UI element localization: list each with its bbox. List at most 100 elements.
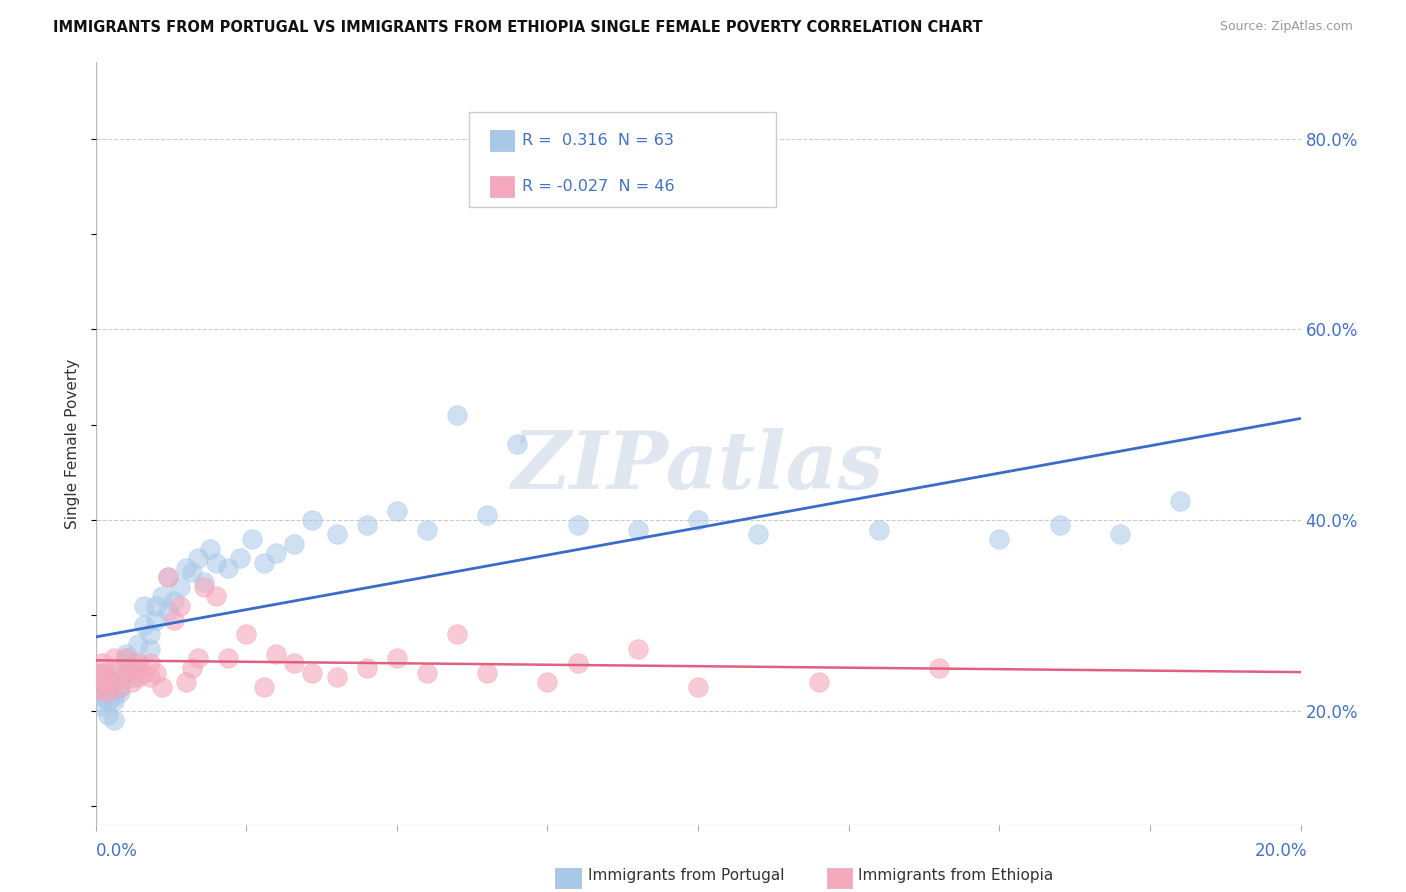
Point: [103, 694, 125, 708]
Point: [97, 670, 120, 684]
Point: [121, 675, 143, 690]
Point: [163, 613, 186, 627]
Point: [139, 656, 162, 670]
Point: [108, 670, 131, 684]
Text: R =  0.316  N = 63: R = 0.316 N = 63: [522, 133, 673, 148]
Point: [86, 675, 108, 690]
Point: [356, 661, 378, 675]
Point: [121, 656, 143, 670]
Point: [446, 408, 468, 422]
Point: [121, 670, 143, 684]
Point: [150, 680, 173, 694]
FancyBboxPatch shape: [489, 129, 513, 151]
Point: [103, 690, 125, 704]
Point: [205, 556, 228, 570]
Point: [193, 574, 215, 589]
Point: [181, 661, 204, 675]
Point: [477, 508, 499, 523]
Point: [114, 665, 136, 680]
Point: [536, 675, 558, 690]
Point: [90, 675, 112, 690]
Point: [97, 680, 120, 694]
Point: [156, 570, 179, 584]
Point: [301, 513, 323, 527]
Point: [163, 594, 186, 608]
Point: [240, 532, 263, 546]
Point: [416, 523, 439, 537]
Point: [114, 651, 136, 665]
Point: [103, 651, 125, 665]
Point: [325, 670, 347, 684]
FancyBboxPatch shape: [489, 176, 513, 197]
Text: Immigrants from Portugal: Immigrants from Portugal: [588, 869, 785, 883]
Point: [97, 684, 120, 698]
Point: [127, 637, 149, 651]
Point: [127, 670, 149, 684]
Point: [198, 541, 221, 556]
Y-axis label: Single Female Poverty: Single Female Poverty: [65, 359, 80, 529]
Text: Source: ZipAtlas.com: Source: ZipAtlas.com: [1219, 20, 1353, 33]
Text: Immigrants from Ethiopia: Immigrants from Ethiopia: [858, 869, 1053, 883]
Point: [145, 613, 167, 627]
Point: [217, 560, 239, 574]
Point: [139, 641, 162, 656]
Point: [132, 665, 155, 680]
Point: [385, 503, 408, 517]
Point: [90, 690, 112, 704]
Point: [205, 590, 228, 604]
Point: [567, 656, 589, 670]
Text: IMMIGRANTS FROM PORTUGAL VS IMMIGRANTS FROM ETHIOPIA SINGLE FEMALE POVERTY CORRE: IMMIGRANTS FROM PORTUGAL VS IMMIGRANTS F…: [53, 20, 983, 35]
Point: [193, 580, 215, 594]
Point: [266, 647, 288, 661]
Point: [446, 627, 468, 641]
Text: R = -0.027  N = 46: R = -0.027 N = 46: [522, 179, 675, 194]
Text: 20.0%: 20.0%: [1256, 842, 1308, 860]
Point: [235, 627, 257, 641]
Point: [87, 675, 110, 690]
Point: [103, 675, 125, 690]
Point: [114, 665, 136, 680]
Point: [108, 680, 131, 694]
Point: [477, 665, 499, 680]
Point: [103, 675, 125, 690]
Point: [103, 713, 125, 727]
Point: [187, 651, 209, 665]
Point: [139, 627, 162, 641]
Point: [868, 523, 890, 537]
Point: [1108, 527, 1130, 541]
Point: [108, 680, 131, 694]
Point: [988, 532, 1011, 546]
Point: [416, 665, 439, 680]
Point: [169, 599, 191, 613]
Point: [567, 517, 589, 532]
Point: [132, 618, 155, 632]
Point: [108, 661, 131, 675]
Point: [114, 651, 136, 665]
Point: [90, 698, 112, 713]
Point: [145, 599, 167, 613]
Point: [187, 551, 209, 566]
Point: [121, 661, 143, 675]
Point: [283, 537, 305, 551]
Point: [90, 656, 112, 670]
Point: [266, 546, 288, 560]
Point: [627, 523, 650, 537]
Point: [325, 527, 347, 541]
Point: [93, 665, 115, 680]
Point: [686, 513, 709, 527]
Point: [807, 675, 830, 690]
Point: [139, 670, 162, 684]
Point: [93, 684, 115, 698]
Point: [174, 560, 197, 574]
Point: [356, 517, 378, 532]
Point: [150, 590, 173, 604]
FancyBboxPatch shape: [470, 112, 776, 207]
Point: [686, 680, 709, 694]
Point: [108, 684, 131, 698]
Point: [217, 651, 239, 665]
Point: [169, 580, 191, 594]
Point: [90, 665, 112, 680]
Point: [132, 599, 155, 613]
Point: [145, 665, 167, 680]
Point: [181, 566, 204, 580]
